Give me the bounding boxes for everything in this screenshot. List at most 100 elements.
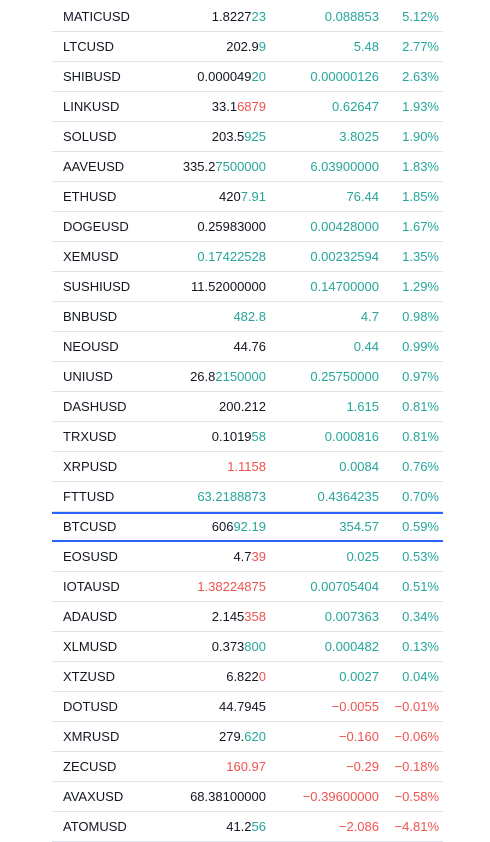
last-price-static-digits: 1.8227: [211, 9, 252, 24]
last-price: 4207.91: [219, 182, 266, 212]
change-percent: 0.34%: [402, 609, 439, 624]
change-percent: 0.51%: [402, 579, 439, 594]
last-price-static-digits: 203.5: [211, 129, 245, 144]
watchlist-row-linkusd[interactable]: LINKUSD 33.16879 0.62647 1.93%: [52, 92, 443, 122]
watchlist-row-eosusd[interactable]: EOSUSD 4.739 0.025 0.53%: [52, 542, 443, 572]
last-price: 60692.19: [212, 514, 266, 540]
last-price: 41.256: [226, 812, 266, 842]
watchlist-row-maticusd[interactable]: MATICUSD 1.822723 0.088853 5.12%: [52, 2, 443, 32]
watchlist-row-sushiusd[interactable]: SUSHIUSD 11.52000000 0.14700000 1.29%: [52, 272, 443, 302]
change-percent: 1.85%: [402, 189, 439, 204]
watchlist-row-trxusd[interactable]: TRXUSD 0.101958 0.000816 0.81%: [52, 422, 443, 452]
last-price-changed-digits: 358: [244, 609, 266, 624]
change-value: 0.007363: [324, 609, 379, 624]
watchlist-row-shibusd[interactable]: SHIBUSD 0.00004920 0.00000126 2.63%: [52, 62, 443, 92]
change-value: 0.00000126: [310, 69, 379, 84]
change-percent: 2.63%: [402, 69, 439, 84]
change-value: 0.025: [346, 549, 379, 564]
watchlist-row-xmrusd[interactable]: XMRUSD 279.620 −0.160 −0.06%: [52, 722, 443, 752]
last-price-static-digits: 33.1: [211, 99, 238, 114]
last-price: 1.1158: [227, 452, 266, 482]
last-price-static-digits: 0.25983000: [197, 219, 266, 234]
symbol-label: TRXUSD: [63, 429, 117, 444]
symbol-label: AAVEUSD: [63, 159, 125, 174]
watchlist-row-avaxusd[interactable]: AVAXUSD 68.38100000 −0.39600000 −0.58%: [52, 782, 443, 812]
watchlist-row-adausd[interactable]: ADAUSD 2.145358 0.007363 0.34%: [52, 602, 443, 632]
change-percent: 1.90%: [402, 129, 439, 144]
symbol-label: SOLUSD: [63, 129, 117, 144]
watchlist-row-xemusd[interactable]: XEMUSD 0.17422528 0.00232594 1.35%: [52, 242, 443, 272]
watchlist-row-uniusd[interactable]: UNIUSD 26.82150000 0.25750000 0.97%: [52, 362, 443, 392]
last-price-static-digits: 0.000049: [197, 69, 252, 84]
change-percent: 0.53%: [402, 549, 439, 564]
change-value: 0.4364235: [317, 489, 379, 504]
symbol-label: BTCUSD: [63, 519, 117, 534]
change-value: 4.7: [360, 309, 379, 324]
change-percent: 1.29%: [402, 279, 439, 294]
change-value: 0.62647: [332, 99, 379, 114]
change-value: −0.0055: [331, 699, 379, 714]
watchlist-row-xtzusd[interactable]: XTZUSD 6.8220 0.0027 0.04%: [52, 662, 443, 692]
change-value: 5.48: [353, 39, 379, 54]
watchlist-row-iotausd[interactable]: IOTAUSD 1.38224875 0.00705404 0.51%: [52, 572, 443, 602]
watchlist-row-atomusd[interactable]: ATOMUSD 41.256 −2.086 −4.81%: [52, 812, 443, 842]
symbol-label: MATICUSD: [63, 9, 130, 24]
change-value: 0.25750000: [310, 369, 379, 384]
watchlist-row-fttusd[interactable]: FTTUSD 63.2188873 0.4364235 0.70%: [52, 482, 443, 512]
change-percent: 1.93%: [402, 99, 439, 114]
last-price-static-digits: 279.: [218, 729, 245, 744]
watchlist-row-zecusd[interactable]: ZECUSD 160.97 −0.29 −0.18%: [52, 752, 443, 782]
change-percent: −0.01%: [394, 699, 439, 714]
symbol-label: XEMUSD: [63, 249, 119, 264]
change-value: 0.00428000: [310, 219, 379, 234]
symbol-label: XMRUSD: [63, 729, 120, 744]
symbol-label: XRPUSD: [63, 459, 118, 474]
symbol-label: DASHUSD: [63, 399, 127, 414]
symbol-label: EOSUSD: [63, 549, 118, 564]
last-price: 4.739: [233, 542, 266, 572]
watchlist-row-neousd[interactable]: NEOUSD 44.76 0.44 0.99%: [52, 332, 443, 362]
change-value: −0.39600000: [302, 789, 379, 804]
watchlist-row-bnbusd[interactable]: BNBUSD 482.8 4.7 0.98%: [52, 302, 443, 332]
change-percent: 0.99%: [402, 339, 439, 354]
change-value: 76.44: [346, 189, 379, 204]
watchlist-row-btcusd[interactable]: BTCUSD 60692.19 354.57 0.59%: [52, 512, 443, 542]
change-value: 0.0084: [339, 459, 379, 474]
change-percent: 0.98%: [402, 309, 439, 324]
watchlist-row-dogeusd[interactable]: DOGEUSD 0.25983000 0.00428000 1.67%: [52, 212, 443, 242]
watchlist-row-dotusd[interactable]: DOTUSD 44.7945 −0.0055 −0.01%: [52, 692, 443, 722]
change-value: 0.44: [353, 339, 379, 354]
watchlist-row-xrpusd[interactable]: XRPUSD 1.1158 0.0084 0.76%: [52, 452, 443, 482]
last-price-static-digits: 44.76: [233, 339, 266, 354]
last-price-changed-digits: 23: [251, 9, 266, 24]
last-price: 200.212: [219, 392, 266, 422]
change-percent: 1.67%: [402, 219, 439, 234]
last-price-changed-digits: 620: [244, 729, 266, 744]
change-percent: 0.81%: [402, 399, 439, 414]
last-price: 1.38224875: [197, 572, 266, 602]
change-value: 0.00232594: [310, 249, 379, 264]
symbol-label: XTZUSD: [63, 669, 115, 684]
symbol-label: XLMUSD: [63, 639, 118, 654]
last-price: 33.16879: [212, 92, 266, 122]
last-price-changed-digits: 39: [251, 549, 266, 564]
watchlist-row-solusd[interactable]: SOLUSD 203.5925 3.8025 1.90%: [52, 122, 443, 152]
last-price-static-digits: 44.7945: [219, 699, 266, 714]
last-price: 279.620: [219, 722, 266, 752]
watchlist-row-aaveusd[interactable]: AAVEUSD 335.27500000 6.03900000 1.83%: [52, 152, 443, 182]
watchlist-row-ethusd[interactable]: ETHUSD 4207.91 76.44 1.85%: [52, 182, 443, 212]
watchlist-row-xlmusd[interactable]: XLMUSD 0.373800 0.000482 0.13%: [52, 632, 443, 662]
watchlist-row-dashusd[interactable]: DASHUSD 200.212 1.615 0.81%: [52, 392, 443, 422]
last-price-changed-digits: 92.19: [233, 519, 266, 534]
last-price-static-digits: 420: [218, 189, 241, 204]
last-price-changed-digits: 7.91: [240, 189, 266, 204]
change-value: 0.00705404: [310, 579, 379, 594]
watchlist-row-ltcusd[interactable]: LTCUSD 202.99 5.48 2.77%: [52, 32, 443, 62]
last-price-static-digits: 2.145: [211, 609, 245, 624]
last-price: 0.25983000: [197, 212, 266, 242]
change-percent: −0.06%: [394, 729, 439, 744]
last-price: 6.8220: [226, 662, 266, 692]
last-price: 0.00004920: [197, 62, 266, 92]
change-percent: 0.76%: [402, 459, 439, 474]
change-percent: 0.81%: [402, 429, 439, 444]
